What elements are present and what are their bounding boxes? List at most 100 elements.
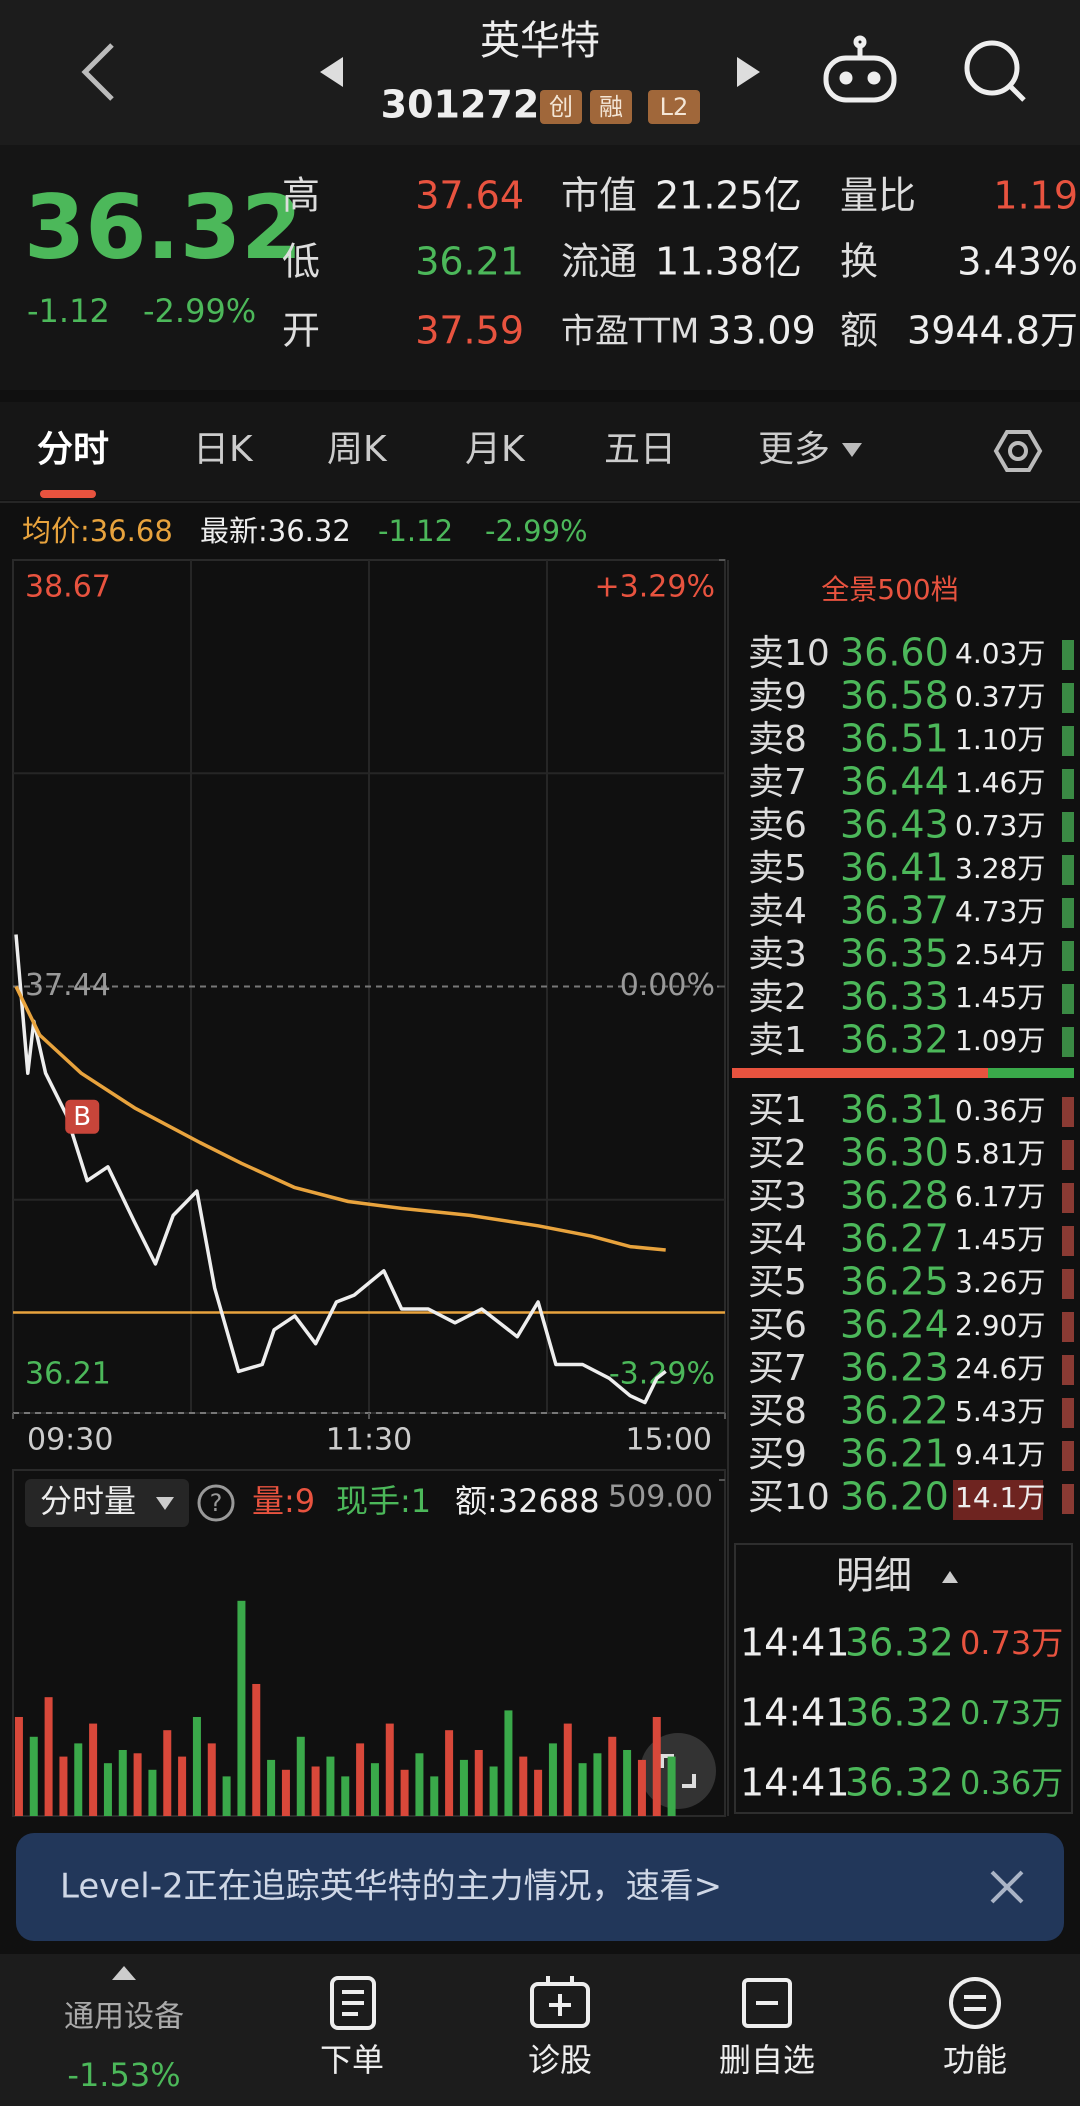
volume-bar (341, 1776, 350, 1816)
trade-price: 36.32 (845, 1621, 954, 1665)
tab[interactable]: 分时 (37, 429, 109, 470)
volume-bar (563, 1723, 572, 1816)
price-line (14, 934, 667, 1405)
volume-bar (118, 1749, 127, 1816)
trades-title[interactable]: 明细 (836, 1554, 912, 1598)
y-tick-label: 38.67 (25, 570, 111, 605)
volume-bar (504, 1710, 513, 1816)
expand-icon[interactable] (112, 1966, 136, 1980)
book-volume: 5.81万 (955, 1137, 1045, 1170)
ask-bid-ratio (732, 1068, 988, 1078)
volume-bar (133, 1753, 142, 1816)
annotation-marker (65, 1099, 100, 1134)
close-icon[interactable] (990, 1870, 1024, 1904)
selector[interactable]: 分时量 (40, 1482, 136, 1520)
y-tick-label: 37.44 (25, 968, 111, 1003)
book-volume: 1.10万 (955, 723, 1045, 756)
book-label: 卖9 (748, 676, 807, 717)
search-icon[interactable] (964, 40, 1026, 102)
back-button[interactable] (81, 43, 114, 101)
book-volume: 0.73万 (955, 809, 1045, 842)
avg-line (14, 985, 666, 1252)
nav-item[interactable]: 诊股 (528, 2041, 592, 2079)
book-price: 36.20 (840, 1475, 949, 1519)
settings-icon[interactable] (993, 430, 1043, 472)
volume-bar (74, 1743, 83, 1816)
nav-item[interactable]: 下单 (320, 2041, 384, 2079)
volume-bar (207, 1743, 216, 1816)
nav-item[interactable]: 功能 (943, 2041, 1007, 2079)
volume-bar (281, 1769, 290, 1816)
next-stock[interactable] (737, 57, 760, 87)
book-price: 36.43 (840, 803, 949, 847)
stat-label: 市值 (561, 174, 637, 218)
help-icon[interactable] (197, 1484, 235, 1522)
book-label: 买4 (748, 1219, 807, 1260)
stat-value: 11.38亿 (655, 240, 802, 284)
volume-bar (163, 1730, 172, 1816)
quote-bg (0, 145, 1080, 390)
prev-stock[interactable] (320, 57, 343, 87)
depth-bar (1062, 812, 1074, 842)
book-volume: 5.43万 (955, 1395, 1045, 1428)
robot-icon[interactable] (823, 35, 897, 103)
fullscreen-button[interactable] (640, 1733, 716, 1809)
book-label: 买6 (748, 1305, 807, 1346)
banner-text[interactable]: Level-2正在追踪英华特的主力情况，速看> (60, 1867, 722, 1907)
book-volume: 0.37万 (955, 680, 1045, 713)
depth-bar (1062, 984, 1074, 1014)
help-text[interactable]: ? (210, 1489, 223, 1517)
volume-bar (608, 1736, 617, 1816)
book-price: 36.44 (840, 760, 949, 804)
volume-bar (14, 1716, 23, 1816)
sector[interactable]: 通用设备 (64, 2000, 184, 2035)
depth-bar (1062, 941, 1074, 971)
tab[interactable]: 更多 (758, 429, 830, 470)
header-bg (0, 0, 1080, 145)
book-label: 买9 (748, 1434, 807, 1475)
volume-bar (296, 1736, 305, 1816)
volume-bar (385, 1723, 394, 1816)
tab[interactable]: 周K (327, 429, 388, 470)
tabs-bg (0, 402, 1080, 500)
book-price: 36.21 (840, 1432, 949, 1476)
stat-label: 额 (840, 309, 878, 353)
stat-label: 低 (282, 240, 320, 284)
book-volume: 0.36万 (955, 1094, 1045, 1127)
tab[interactable]: 月K (465, 429, 526, 470)
book-label: 卖10 (748, 633, 830, 674)
book-label: 卖7 (748, 762, 807, 803)
banner-bg[interactable] (16, 1833, 1064, 1941)
book-label: 卖6 (748, 805, 807, 846)
book-price: 36.58 (840, 674, 949, 718)
depth-bar (1062, 1398, 1074, 1428)
volume-bar (667, 1756, 676, 1816)
book-price: 36.28 (840, 1174, 949, 1218)
volume-bar (178, 1756, 187, 1816)
badge (540, 90, 582, 124)
volume-bar (474, 1749, 483, 1816)
book-label: 卖4 (748, 891, 807, 932)
depth-bar (1062, 1355, 1074, 1385)
tab[interactable]: 五日 (604, 429, 676, 470)
book-volume: 4.03万 (955, 637, 1045, 670)
volume-bar (59, 1756, 68, 1816)
depth-bar (1062, 1097, 1074, 1127)
volume-bar (192, 1716, 201, 1816)
change-pct: -2.99% (485, 514, 588, 548)
selector-bg[interactable] (25, 1479, 189, 1527)
nav-bg (0, 1954, 1080, 2106)
book-price: 36.22 (840, 1389, 949, 1433)
book-price: 36.31 (840, 1088, 949, 1132)
volume-bar (267, 1759, 276, 1816)
volume-frame (12, 1469, 726, 1817)
book-title[interactable]: 全景500档 (821, 573, 958, 606)
book-label: 买2 (748, 1133, 807, 1174)
book-volume: 14.1万 (955, 1481, 1045, 1514)
change: -1.12 (27, 292, 110, 330)
fullscreen-icon[interactable] (660, 1754, 696, 1788)
nav-item[interactable]: 删自选 (719, 2041, 815, 2079)
nav-icons[interactable] (330, 1976, 1001, 2030)
tab[interactable]: 日K (193, 429, 254, 470)
